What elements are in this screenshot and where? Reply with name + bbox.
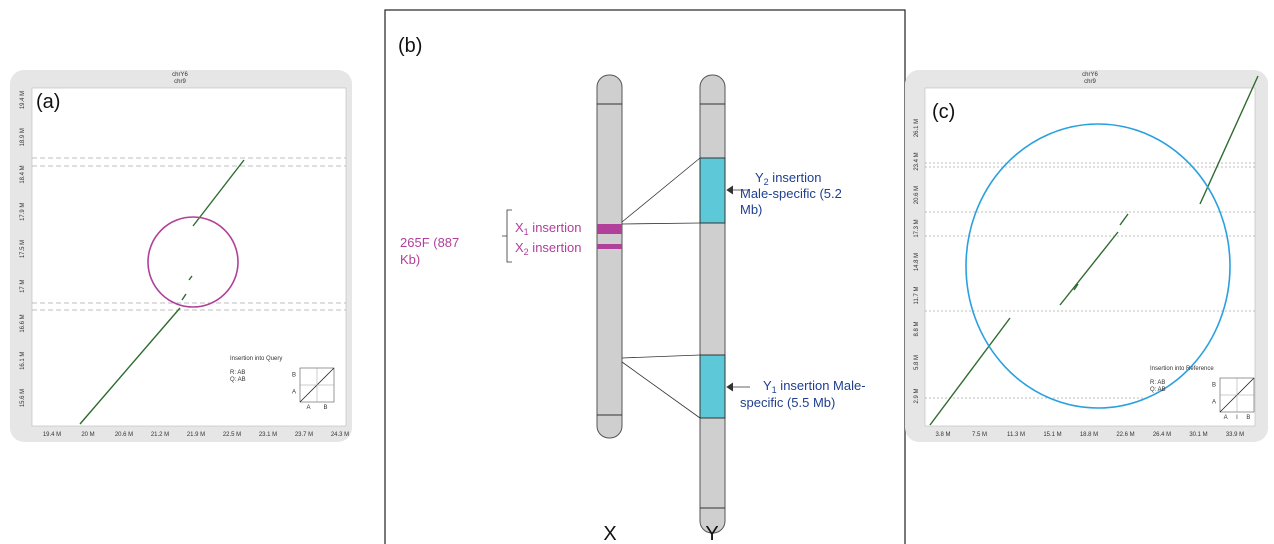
x-tick-label: 3.8 M xyxy=(935,432,950,438)
x-tick-label: 26.4 M xyxy=(1153,432,1171,438)
y1-label: Y1 insertion Male- xyxy=(763,378,866,395)
x-tick-label: 21.9 M xyxy=(187,432,205,438)
x-tick-label: 20 M xyxy=(81,432,94,438)
mini-y-label: B xyxy=(1212,383,1216,389)
legend-text: Q: AB xyxy=(1150,387,1166,393)
panel-label: (c) xyxy=(932,101,955,123)
chromosome-y xyxy=(700,75,725,533)
x-tick-label: 23.7 M xyxy=(295,432,313,438)
chromosome-x xyxy=(597,75,622,438)
legend-title: Insertion into Query xyxy=(230,356,282,362)
legend-text: R: AB xyxy=(230,370,245,376)
y-tick-label: 2.9 M xyxy=(914,388,920,403)
x-tick-label: 24.3 M xyxy=(331,432,349,438)
x-tick-label: 22.5 M xyxy=(223,432,241,438)
legend-title: Insertion into Reference xyxy=(1150,366,1214,372)
x-tick-label: 18.8 M xyxy=(1080,432,1098,438)
x1-insertion xyxy=(597,224,622,234)
chromosome-label: X xyxy=(603,523,616,544)
group-label: Kb) xyxy=(400,252,420,267)
x-tick-label: 11.3 M xyxy=(1007,432,1025,438)
mini-x-label: B xyxy=(323,405,327,411)
mini-y-label: A xyxy=(1212,400,1216,406)
panel-label: (b) xyxy=(398,35,422,57)
x-tick-label: 22.6 M xyxy=(1116,432,1134,438)
mini-x-label: A xyxy=(306,405,310,411)
y2-label: Male-specific (5.2 xyxy=(740,186,842,201)
mini-x-label: B xyxy=(1246,415,1250,421)
y-tick-label: 16.1 M xyxy=(20,352,26,370)
chromosome-label: Y xyxy=(705,523,718,544)
plot-title: chr9 xyxy=(174,79,186,85)
y-tick-label: 8.8 M xyxy=(914,321,920,336)
x-tick-label: 20.6 M xyxy=(115,432,133,438)
y-tick-label: 15.6 M xyxy=(20,389,26,407)
y-tick-label: 17.9 M xyxy=(20,203,26,221)
page: chrY6 chr9 (a) Insertion into Query R: AB… xyxy=(0,0,1274,544)
y-tick-label: 17.3 M xyxy=(914,219,920,237)
group-label: 265F (887 xyxy=(400,235,459,250)
y-tick-label: 16.6 M xyxy=(20,314,26,332)
y-tick-label: 5.8 M xyxy=(914,355,920,370)
legend-text: Q: AB xyxy=(230,377,246,383)
legend-text: R: AB xyxy=(1150,380,1165,386)
plot-area xyxy=(32,88,346,426)
y2-label: Mb) xyxy=(740,202,762,217)
plot-area xyxy=(925,88,1255,426)
y-tick-label: 26.1 M xyxy=(914,119,920,137)
y2-insertion xyxy=(700,158,725,223)
y-tick-label: 14.8 M xyxy=(914,253,920,271)
y-tick-label: 11.7 M xyxy=(914,287,920,305)
y1-insertion xyxy=(700,355,725,418)
y-tick-label: 23.4 M xyxy=(914,152,920,170)
y-tick-label: 20.6 M xyxy=(914,186,920,204)
x-tick-label: 23.1 M xyxy=(259,432,277,438)
y-tick-label: 18.9 M xyxy=(20,128,26,146)
plot-title: chrY6 xyxy=(1082,72,1098,78)
x-tick-label: 15.1 M xyxy=(1043,432,1061,438)
x-tick-label: 21.2 M xyxy=(151,432,169,438)
x-tick-label: 30.1 M xyxy=(1189,432,1207,438)
y-tick-label: 17.5 M xyxy=(20,240,26,258)
x-tick-label: 7.5 M xyxy=(972,432,987,438)
x-tick-label: 19.4 M xyxy=(43,432,61,438)
figure: chrY6 chr9 (a) Insertion into Query R: AB… xyxy=(0,0,1274,544)
y-tick-label: 18.4 M xyxy=(20,165,26,183)
plot-title: chrY6 xyxy=(172,72,188,78)
plot-title: chr9 xyxy=(1084,79,1096,85)
y-tick-label: 19.4 M xyxy=(20,91,26,109)
mini-y-label: B xyxy=(292,373,296,379)
panel-frame xyxy=(385,10,905,544)
x2-insertion xyxy=(597,244,622,249)
panel-label: (a) xyxy=(36,91,60,113)
mini-y-label: A xyxy=(292,390,296,396)
y-tick-label: 17 M xyxy=(20,280,26,293)
mini-x-label: A xyxy=(1224,415,1228,421)
y1-label: specific (5.5 Mb) xyxy=(740,395,835,410)
x-tick-label: 33.9 M xyxy=(1226,432,1244,438)
